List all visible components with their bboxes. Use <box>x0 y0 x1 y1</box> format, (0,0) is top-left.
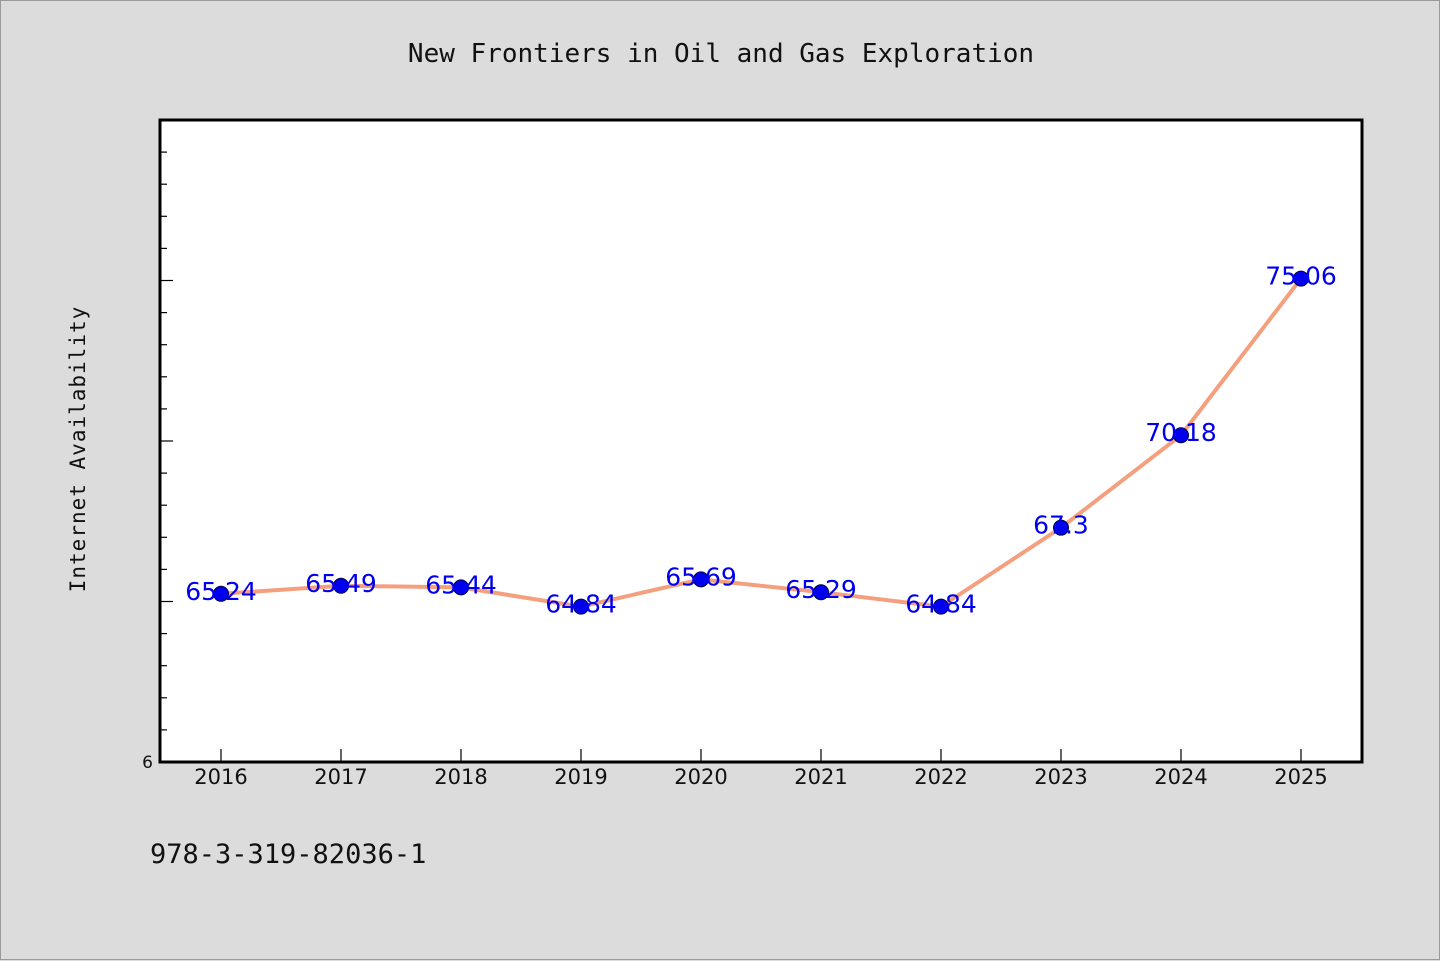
data-point <box>693 571 709 588</box>
data-point <box>1173 427 1189 444</box>
x-tick-label: 2023 <box>1034 765 1087 789</box>
x-tick-label: 2021 <box>794 765 847 789</box>
data-point <box>813 584 829 601</box>
data-label: 65.69 <box>665 562 737 591</box>
isbn-text: 978-3-319-82036-1 <box>150 839 426 870</box>
marker-layer <box>213 270 1309 615</box>
plot-area <box>158 118 1364 764</box>
data-point <box>933 598 949 615</box>
data-point <box>333 577 349 594</box>
data-label: 67.3 <box>1033 511 1089 540</box>
data-label: 70.18 <box>1145 418 1217 447</box>
series-line <box>219 276 1303 609</box>
series-layer <box>219 276 1303 609</box>
x-tick-label: 2024 <box>1154 765 1207 789</box>
x-tick-label: 2025 <box>1274 765 1327 789</box>
data-point <box>1293 270 1309 287</box>
x-tick-label: 2016 <box>194 765 247 789</box>
data-labels: 65.24 65.49 65.44 64.84 65.69 65.29 64.84 67.3 7… <box>185 262 1337 619</box>
data-point <box>213 585 229 602</box>
data-point <box>1053 519 1069 536</box>
data-point <box>573 598 589 615</box>
data-label: 65.44 <box>425 570 497 599</box>
y-tick-label: 6 <box>142 753 153 773</box>
data-label: 65.24 <box>185 577 257 606</box>
data-label: 65.49 <box>305 569 377 598</box>
x-tick-label: 2022 <box>914 765 967 789</box>
data-label: 65.29 <box>785 575 857 604</box>
y-ticks: 6 <box>142 119 173 773</box>
x-tick-label: 2017 <box>314 765 367 789</box>
data-label: 64.84 <box>545 590 617 619</box>
y-axis-label: Internet Availability <box>66 306 90 593</box>
x-tick-label: 2018 <box>434 765 487 789</box>
data-label: 75.06 <box>1265 262 1337 291</box>
data-point <box>453 579 469 596</box>
x-tick-label: 2020 <box>674 765 727 789</box>
x-tick-label: 2019 <box>554 765 607 789</box>
chart-title: New Frontiers in Oil and Gas Exploration <box>408 39 1034 69</box>
data-label: 64.84 <box>905 590 977 619</box>
x-ticks: 2016 2017 2018 2019 2020 2021 2022 2023 2024 2025 <box>194 749 1328 789</box>
